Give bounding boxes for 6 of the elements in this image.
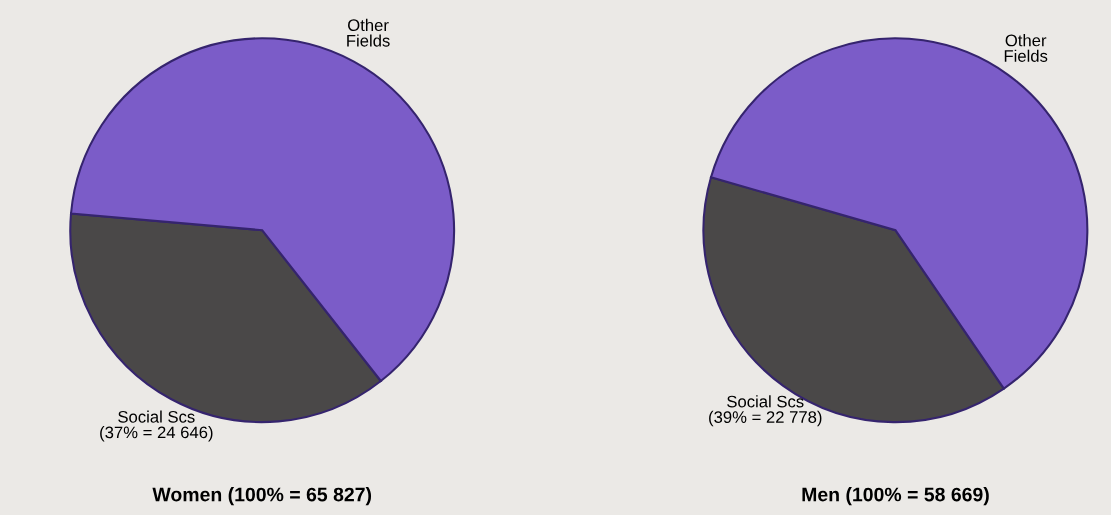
slice-label: Other Fields bbox=[347, 18, 390, 47]
slice-label: Social Scs (39% = 22 778) bbox=[709, 395, 822, 427]
text: Men (100% = 58 669) bbox=[802, 487, 989, 506]
text: Women (100% = 65 827) bbox=[152, 487, 372, 506]
slice-label: Social Scs (37% = 24 646) bbox=[100, 410, 213, 442]
slice-label: Other Fields bbox=[1004, 34, 1048, 62]
